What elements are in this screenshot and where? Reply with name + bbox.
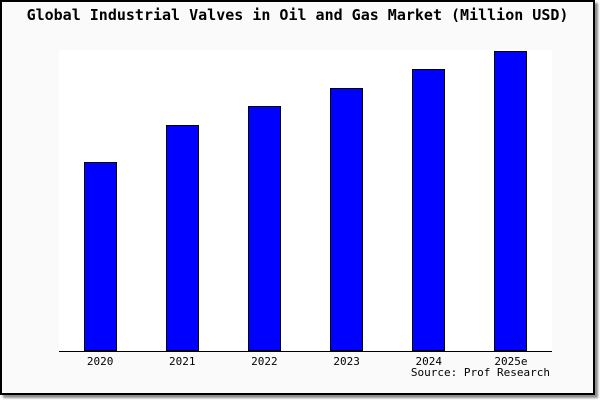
x-tick-label-2024: 2024 xyxy=(415,355,443,368)
plot-area xyxy=(59,50,552,352)
bars-container xyxy=(59,50,552,351)
bar-column-2022 xyxy=(223,50,305,351)
bar-2020 xyxy=(83,162,117,351)
bar-column-2025e xyxy=(470,50,552,351)
chart-title: Global Industrial Valves in Oil and Gas … xyxy=(26,6,569,24)
bar-2021 xyxy=(165,125,199,351)
bar-2025e xyxy=(494,51,528,351)
x-axis-labels: 2020 2021 2022 2023 2024 2025e xyxy=(59,355,552,368)
x-tick-label-2022: 2022 xyxy=(251,355,278,368)
bar-column-2020 xyxy=(59,50,141,351)
bar-2022 xyxy=(247,106,281,351)
source-credit: Source: Prof Research xyxy=(410,366,550,379)
bar-2023 xyxy=(330,88,364,351)
bar-column-2021 xyxy=(141,50,223,351)
x-tick-label-2023: 2023 xyxy=(333,355,360,368)
x-tick-label-2020: 2020 xyxy=(86,355,114,368)
bar-column-2023 xyxy=(306,50,388,351)
x-tick-label-2021: 2021 xyxy=(169,355,196,368)
chart-card: Global Industrial Valves in Oil and Gas … xyxy=(0,0,595,395)
x-tick-label-2025e: 2025e xyxy=(494,355,528,368)
bar-column-2024 xyxy=(388,50,470,351)
bar-2024 xyxy=(412,69,446,351)
